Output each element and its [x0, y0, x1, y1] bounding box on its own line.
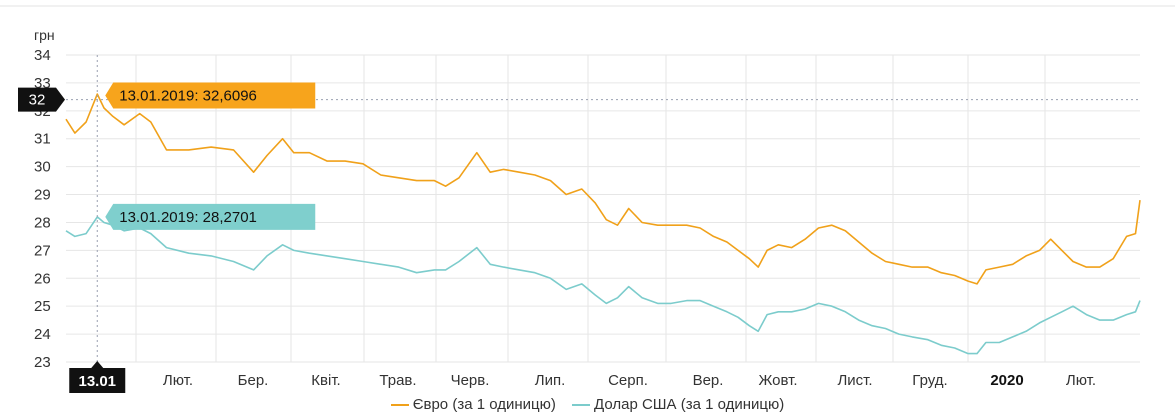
x-tick-label: Вер.: [693, 372, 724, 389]
dollar-tooltip-text: 13.01.2019: 28,2701: [119, 209, 257, 226]
x-tick-label: 2020: [990, 372, 1023, 389]
x-crosshair-label: 13.01: [78, 373, 116, 390]
y-crosshair-badge: 32: [18, 87, 65, 112]
legend-swatch-dollar: [572, 404, 591, 407]
x-tick-label: Лют.: [1066, 372, 1096, 389]
x-tick-label: Лип.: [535, 372, 566, 389]
x-tick-label: Бер.: [238, 372, 269, 389]
x-axis: Лют. Бер. Квіт. Трав. Черв. Лип. Серп. Вер. Жовт…: [163, 372, 1096, 389]
legend-item-euro[interactable]: Євро (за 1 одиницю): [390, 396, 556, 413]
y-tick-label: 28: [34, 214, 51, 231]
y-tick-label: 25: [34, 298, 51, 315]
y-tick-label: 27: [34, 242, 51, 259]
legend-item-dollar[interactable]: Долар США (за 1 одиницю): [572, 396, 784, 413]
dollar-tooltip: 13.01.2019: 28,2701: [105, 203, 316, 230]
x-tick-label: Трав.: [379, 372, 416, 389]
x-tick-label: Жовт.: [758, 372, 797, 389]
y-axis: 232425262728293031323334: [34, 47, 51, 371]
x-tick-label: Черв.: [451, 372, 490, 389]
x-tick-label: Лют.: [163, 372, 193, 389]
euro-tooltip: 13.01.2019: 32,6096: [105, 82, 316, 109]
x-crosshair-badge: 13.01: [69, 361, 126, 393]
x-tick-label: Груд.: [912, 372, 947, 389]
euro-tooltip-text: 13.01.2019: 32,6096: [119, 87, 257, 104]
dollar-series-line: [65, 216, 1141, 355]
x-tick-label: Квіт.: [311, 372, 340, 389]
y-tick-label: 31: [34, 131, 51, 148]
y-unit-label: грн: [34, 27, 55, 43]
y-tick-label: 29: [34, 187, 51, 204]
legend-label-dollar: Долар США (за 1 одиницю): [594, 396, 785, 413]
series-lines: [65, 93, 1141, 355]
x-tick-label: Серп.: [608, 372, 648, 389]
y-tick-label: 24: [34, 326, 51, 343]
x-tick-label: Лист.: [837, 372, 872, 389]
crosshair: 32 13.01 13.01.2019: 32,6096 13.01.2019:…: [18, 55, 1140, 393]
y-crosshair-label: 32: [29, 92, 46, 109]
y-tick-label: 26: [34, 270, 51, 287]
legend-label-euro: Євро (за 1 одиницю): [412, 396, 556, 413]
y-tick-label: 23: [34, 354, 51, 371]
y-tick-label: 34: [34, 47, 51, 64]
y-tick-label: 30: [34, 159, 51, 176]
exchange-rate-chart: грн 232425262728293031323334 Лют.Бер.Кві…: [0, 5, 1175, 393]
euro-series-line: [65, 93, 1141, 285]
legend: Євро (за 1 одиницю) Долар США (за 1 один…: [0, 396, 1175, 413]
legend-swatch-euro: [390, 404, 409, 407]
